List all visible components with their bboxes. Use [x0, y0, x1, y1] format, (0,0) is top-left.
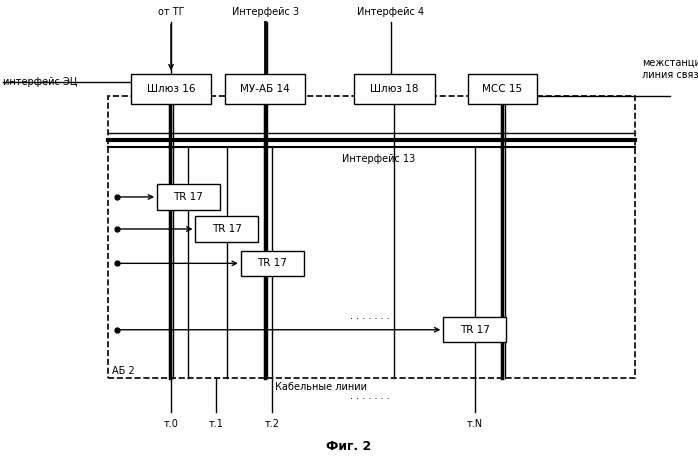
Text: Шлюз 16: Шлюз 16 [147, 84, 195, 94]
Bar [468, 74, 537, 104]
Bar [108, 96, 635, 378]
Bar [241, 251, 304, 276]
Text: . . . . . . .: . . . . . . . [350, 391, 389, 401]
Bar [157, 184, 220, 210]
Bar [131, 74, 211, 104]
Text: МСС 15: МСС 15 [482, 84, 523, 94]
Text: интерфейс ЭЦ: интерфейс ЭЦ [3, 77, 78, 87]
Text: TR 17: TR 17 [258, 258, 287, 268]
Text: Интерфейс 4: Интерфейс 4 [357, 7, 424, 17]
Text: от ТГ: от ТГ [158, 7, 184, 17]
Text: межстанционная
линия связи: межстанционная линия связи [642, 58, 698, 80]
Text: т.1: т.1 [209, 419, 224, 429]
Text: TR 17: TR 17 [460, 325, 489, 335]
Text: Фиг. 2: Фиг. 2 [327, 440, 371, 453]
Text: т.N: т.N [466, 419, 483, 429]
Bar [225, 74, 306, 104]
Bar [443, 317, 506, 343]
Text: т.0: т.0 [163, 419, 179, 429]
Text: TR 17: TR 17 [212, 224, 242, 234]
Text: Интерфейс 3: Интерфейс 3 [232, 7, 299, 17]
Text: МУ-АБ 14: МУ-АБ 14 [240, 84, 290, 94]
Text: АБ 2: АБ 2 [112, 366, 135, 376]
Bar [195, 217, 258, 242]
Text: . . . . . . .: . . . . . . . [350, 311, 389, 321]
Text: Кабельные линии: Кабельные линии [275, 382, 367, 392]
Text: Интерфейс 13: Интерфейс 13 [342, 154, 415, 164]
Text: Шлюз 18: Шлюз 18 [370, 84, 419, 94]
Text: TR 17: TR 17 [174, 192, 203, 202]
Bar [354, 74, 434, 104]
Text: т.2: т.2 [265, 419, 280, 429]
